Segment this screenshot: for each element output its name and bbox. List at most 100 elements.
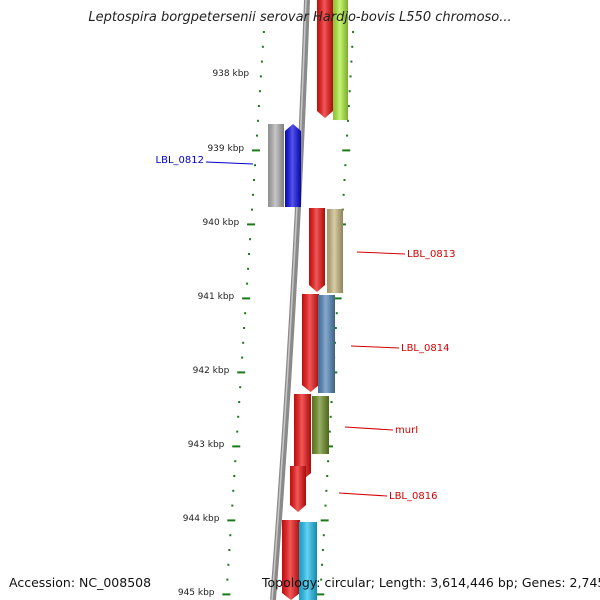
- accession-text: Accession: NC_008508: [9, 575, 152, 590]
- scale-tick-left: [222, 593, 231, 596]
- scale-tick-left: [253, 164, 256, 167]
- scale-tick-left: [258, 90, 261, 93]
- scale-tick-right: [328, 430, 331, 433]
- scale-tick-label: 940 kbp: [203, 218, 240, 228]
- scale-tick-label: 939 kbp: [207, 144, 244, 154]
- gene-label[interactable]: murI: [395, 425, 418, 436]
- gene-feature[interactable]: [285, 124, 301, 207]
- gene-feature[interactable]: [309, 208, 325, 292]
- gene-feature-shading: [312, 396, 329, 454]
- scale-tick-left: [232, 445, 241, 448]
- scale-tick-left: [244, 312, 247, 315]
- gene-feature-shading: [318, 295, 335, 393]
- scale-labels-layer: 938 kbp 939 kbp 940 kbp 941 kbp 942 kbp 943 k…: [178, 69, 250, 598]
- gene-label-leader: [350, 345, 400, 349]
- scale-tick-right: [343, 179, 346, 181]
- scale-tick-left: [228, 549, 231, 551]
- scale-tick-left: [248, 253, 251, 255]
- scale-tick-left: [253, 179, 255, 181]
- backbone-highlight: [271, 0, 307, 600]
- scale-tick-label: 938 kbp: [212, 69, 249, 79]
- scale-tick-left: [242, 341, 245, 344]
- scale-tick-left: [234, 460, 237, 463]
- scale-tick-left: [257, 105, 260, 107]
- gene-feature-shading: [268, 124, 284, 207]
- scale-tick-right: [344, 164, 347, 167]
- scale-tick-right: [346, 119, 349, 122]
- scale-tick-right: [320, 519, 329, 522]
- gene-feature[interactable]: [327, 209, 343, 293]
- gene-feature[interactable]: [312, 396, 329, 454]
- scale-tick-right: [351, 45, 354, 48]
- gene-label-leader: [344, 426, 394, 431]
- scale-tick-left: [231, 504, 234, 507]
- scale-tick-left: [262, 31, 265, 33]
- scale-tick-left: [237, 371, 246, 374]
- scale-tick-left: [246, 282, 249, 285]
- scale-tick-right: [330, 401, 333, 403]
- scale-tick-right: [316, 593, 325, 596]
- scale-tick-right: [350, 60, 353, 63]
- gene-feature-shading: [294, 394, 311, 480]
- scale-tick-label: 942 kbp: [193, 366, 230, 376]
- scale-tick-right: [329, 415, 332, 418]
- gene-feature[interactable]: [318, 295, 335, 393]
- scale-tick-right: [352, 31, 355, 33]
- gene-feature-shading: [327, 209, 343, 293]
- scale-tick-label: 945 kbp: [178, 588, 215, 598]
- scale-tick-label: 941 kbp: [198, 292, 235, 302]
- gene-feature[interactable]: [333, 0, 348, 120]
- backbone-layer: [270, 0, 310, 600]
- gene-label[interactable]: LBL_0814: [401, 343, 449, 354]
- scale-tick-left: [260, 60, 263, 63]
- scale-tick-left: [247, 267, 250, 270]
- scale-tick-left: [227, 563, 230, 566]
- gene-feature-shading: [285, 124, 301, 207]
- scale-tick-left: [226, 578, 229, 581]
- gene-feature[interactable]: [302, 294, 319, 392]
- backbone-line: [270, 0, 310, 600]
- scale-tick-right: [342, 149, 351, 152]
- gene-feature-shading: [333, 0, 348, 120]
- scale-tick-left: [252, 193, 255, 196]
- scale-tick-right: [327, 460, 330, 463]
- gene-feature[interactable]: [317, 0, 333, 118]
- scale-tick-right: [321, 563, 324, 566]
- gene-feature-shading: [317, 0, 333, 118]
- gene-label[interactable]: LBL_0813: [407, 249, 455, 260]
- scale-tick-left: [251, 149, 260, 152]
- scale-tick-left: [239, 386, 242, 389]
- scale-tick-right: [325, 489, 328, 492]
- gene-feature[interactable]: [294, 394, 311, 480]
- gene-feature[interactable]: [290, 466, 306, 512]
- gene-feature[interactable]: [268, 124, 284, 207]
- features-layer: [268, 0, 348, 600]
- scale-tick-right: [342, 193, 345, 196]
- scale-tick-left: [238, 401, 241, 403]
- scale-tick-left: [255, 134, 258, 137]
- gene-feature-shading: [282, 520, 300, 600]
- scale-tick-left: [243, 327, 246, 329]
- scale-tick-right: [321, 549, 324, 551]
- gene-label[interactable]: LBL_0816: [389, 491, 437, 502]
- scale-tick-right: [324, 504, 327, 507]
- scale-tick-left: [232, 489, 235, 492]
- scale-tick-right: [334, 341, 337, 344]
- scale-tick-left: [236, 430, 239, 433]
- gene-labels-layer: LBL_0812 LBL_0813 LBL_0814 murI LBL_0816: [156, 155, 456, 502]
- gene-feature[interactable]: [299, 522, 317, 600]
- map-title: Leptospira borgpetersenii serovar Hardjo…: [88, 10, 512, 25]
- scale-tick-label: 944 kbp: [183, 514, 220, 524]
- gene-feature[interactable]: [282, 520, 300, 600]
- scale-tick-left: [259, 75, 262, 78]
- scale-tick-left: [261, 45, 264, 48]
- gene-label[interactable]: LBL_0812: [156, 155, 204, 166]
- scale-tick-right: [346, 134, 349, 137]
- gene-label-leader: [338, 492, 388, 497]
- scale-tick-left: [251, 208, 254, 211]
- scale-tick-left: [237, 415, 240, 418]
- scale-tick-left: [249, 238, 252, 241]
- gene-feature-shading: [309, 208, 325, 292]
